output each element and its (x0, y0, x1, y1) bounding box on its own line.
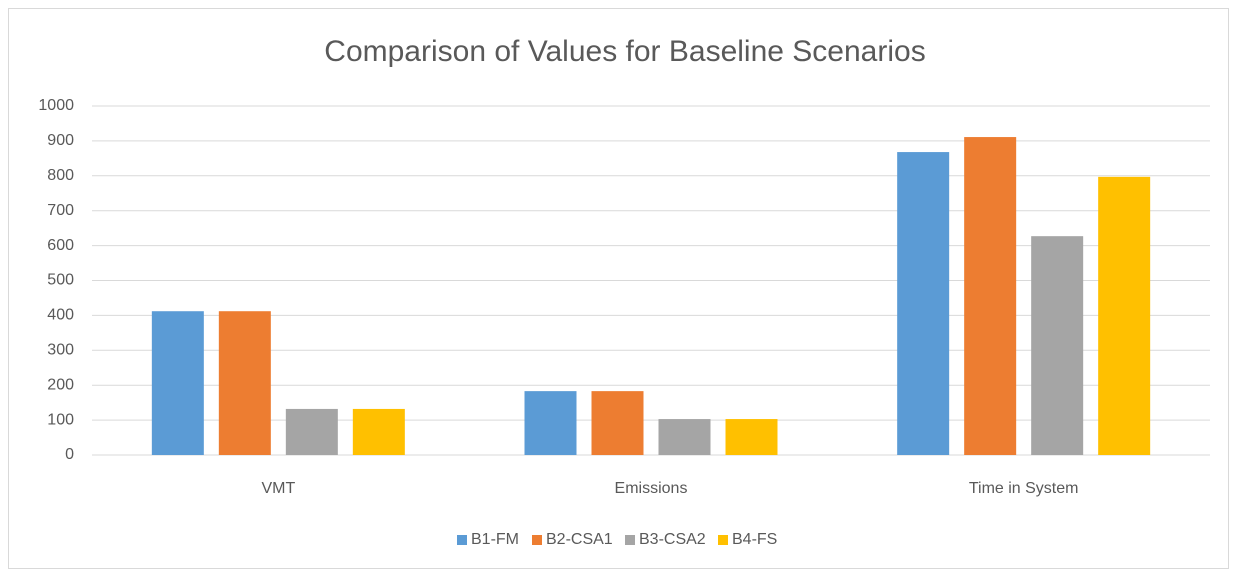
bar (1098, 176, 1151, 456)
y-tick-label: 700 (47, 202, 74, 219)
x-tick-label: Emissions (615, 480, 688, 497)
legend-swatch (532, 535, 542, 545)
y-tick-label: 600 (47, 237, 74, 254)
y-tick-label: 100 (47, 411, 74, 428)
bar (352, 408, 405, 455)
y-tick-label: 400 (47, 307, 74, 324)
bar (591, 391, 644, 455)
legend-label: B4-FS (732, 531, 777, 548)
y-tick-label: 0 (65, 446, 74, 463)
y-tick-label: 1000 (38, 97, 74, 114)
legend-swatch (718, 535, 728, 545)
chart-border (8, 8, 1229, 569)
x-tick-label: Time in System (969, 480, 1079, 497)
bar (725, 419, 778, 455)
legend-label: B2-CSA1 (546, 531, 613, 548)
x-tick-label: VMT (261, 480, 295, 497)
bar (151, 311, 204, 455)
bar (897, 152, 950, 455)
y-tick-label: 800 (47, 167, 74, 184)
y-tick-label: 200 (47, 376, 74, 393)
legend-label: B1-FM (471, 531, 519, 548)
y-tick-label: 500 (47, 272, 74, 289)
bar (658, 419, 711, 455)
bar (285, 408, 338, 455)
legend-swatch (457, 535, 467, 545)
chart-title: Comparison of Values for Baseline Scenar… (324, 35, 925, 68)
y-tick-label: 900 (47, 132, 74, 149)
y-tick-label: 300 (47, 342, 74, 359)
legend-swatch (625, 535, 635, 545)
bar (964, 137, 1017, 455)
bar (524, 391, 577, 455)
legend-label: B3-CSA2 (639, 531, 706, 548)
bar (218, 311, 271, 455)
bar (1031, 236, 1084, 455)
